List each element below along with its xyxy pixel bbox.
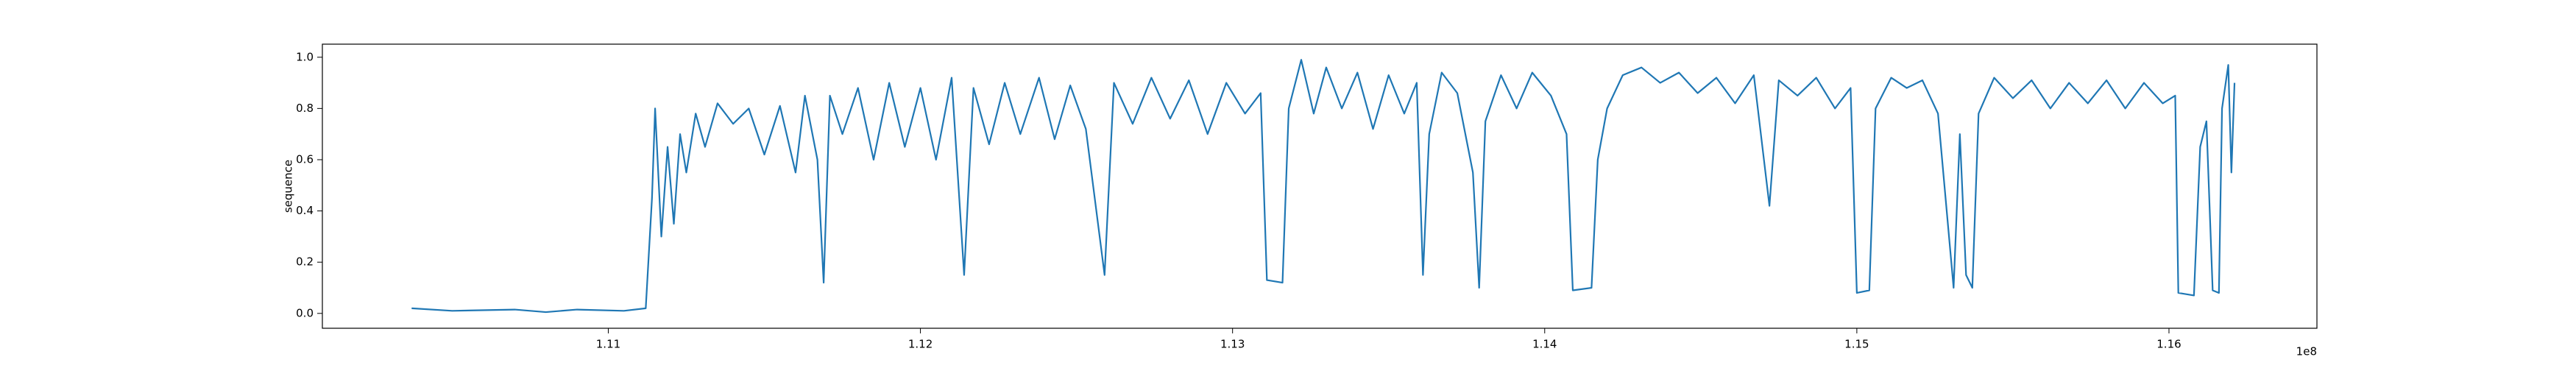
y-tick-label: 0.0 xyxy=(296,306,314,319)
x-tick-label: 1.11 xyxy=(596,338,620,351)
y-tick-label: 0.4 xyxy=(296,204,314,217)
x-tick-label: 1.14 xyxy=(1532,338,1557,351)
x-tick-label: 1.16 xyxy=(2156,338,2181,351)
y-tick-label: 0.6 xyxy=(296,152,314,166)
x-offset-label: 1e8 xyxy=(2296,345,2317,358)
plot-frame xyxy=(322,43,2318,329)
x-tick-label: 1.15 xyxy=(1844,338,1869,351)
y-tick-label: 1.0 xyxy=(296,50,314,63)
x-tick-label: 1.12 xyxy=(908,338,933,351)
x-tick-label: 1.13 xyxy=(1220,338,1245,351)
y-tick-label: 0.2 xyxy=(296,255,314,269)
y-axis-label: sequence xyxy=(282,160,295,213)
y-tick-label: 0.8 xyxy=(296,102,314,115)
data-line xyxy=(411,59,2236,314)
